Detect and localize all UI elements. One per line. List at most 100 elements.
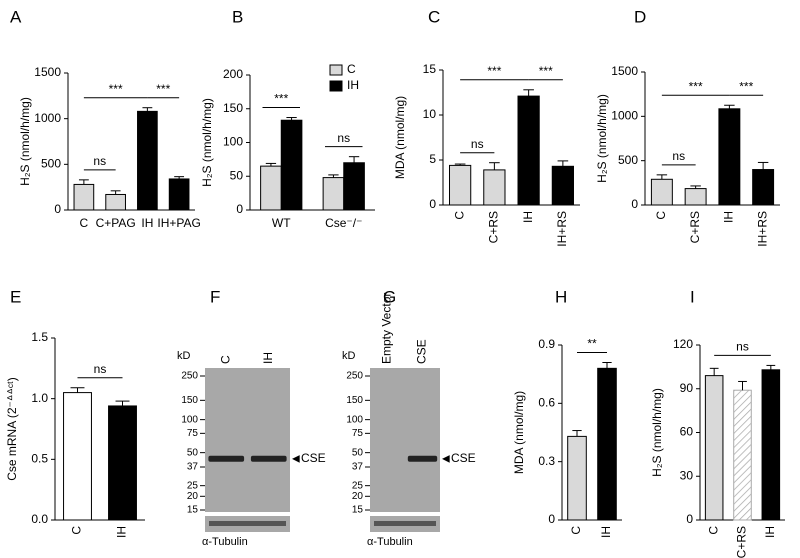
bar — [343, 162, 365, 211]
x-tick-label: C+RS — [487, 211, 501, 243]
x-tick-label: C+RS — [735, 526, 749, 558]
marker-label: 50 — [187, 447, 199, 458]
panel-letter: I — [690, 287, 695, 306]
lane-label: IH — [261, 352, 275, 364]
panel-letter: A — [10, 7, 22, 26]
y-tick-label: 1000 — [611, 109, 638, 123]
significance-label: *** — [539, 64, 553, 78]
x-tick-label: C — [654, 211, 668, 220]
x-tick-label: C — [706, 526, 720, 535]
protein-band — [250, 455, 287, 462]
panel-letter: C — [428, 7, 440, 26]
y-axis-label: Cse mRNA (2⁻ᐞᐞᶜᵗ) — [5, 377, 19, 481]
x-tick-label: IH+RS — [755, 211, 769, 247]
blot — [370, 368, 440, 512]
marker-label: 15 — [352, 505, 364, 516]
marker-label: 75 — [187, 428, 199, 439]
tubulin-band — [209, 521, 286, 526]
y-tick-label: 0.5 — [31, 452, 48, 466]
y-tick-label: 150 — [223, 101, 243, 115]
y-tick-label: 0 — [54, 202, 61, 216]
y-tick-label: 0.9 — [538, 337, 555, 351]
bar — [718, 108, 741, 206]
bar — [597, 367, 617, 521]
marker-label: 37 — [187, 462, 199, 473]
marker-label: 25 — [352, 480, 364, 491]
marker-label: 250 — [346, 371, 363, 382]
protein-band — [208, 455, 245, 462]
bar — [105, 193, 126, 211]
unit-label: kD — [177, 350, 191, 362]
x-tick-label: IH — [521, 211, 535, 223]
x-tick-label: IH+RS — [555, 211, 569, 247]
bar — [260, 165, 282, 211]
y-axis-label: H₂S (nmol/h/mg) — [650, 388, 664, 477]
lane-label: CSE — [415, 339, 429, 364]
y-tick-label: 0 — [429, 197, 436, 211]
band-arrow: ◀ — [292, 453, 300, 464]
lane-label: Empty Vector — [380, 293, 394, 364]
significance-label: ns — [471, 137, 484, 151]
marker-label: 150 — [346, 395, 363, 406]
x-tick-label: C — [452, 211, 466, 220]
bar — [761, 369, 781, 521]
legend-swatch — [329, 80, 343, 92]
x-tick-label: IH — [599, 526, 613, 538]
marker-label: 250 — [181, 371, 198, 382]
bar — [168, 178, 190, 211]
tubulin-band — [374, 521, 436, 526]
y-tick-label: 500 — [41, 157, 61, 171]
x-tick-label: C — [80, 216, 89, 230]
x-tick-label: WT — [272, 216, 291, 230]
blot — [205, 368, 290, 512]
bar — [322, 177, 345, 211]
significance-label: ns — [93, 154, 106, 168]
y-axis-label: MDA (nmol/mg) — [393, 96, 407, 179]
y-tick-label: 90 — [680, 381, 694, 395]
legend-label: C — [347, 62, 356, 76]
y-tick-label: 0.6 — [538, 396, 555, 410]
panel-letter: G — [383, 287, 396, 306]
marker-label: 50 — [352, 447, 364, 458]
bar — [63, 392, 92, 521]
y-tick-label: 60 — [680, 425, 694, 439]
band-label: CSE — [451, 451, 476, 465]
y-tick-label: 0 — [548, 512, 555, 526]
y-tick-label: 50 — [230, 168, 244, 182]
y-tick-label: 120 — [673, 337, 693, 351]
y-tick-label: 500 — [618, 153, 638, 167]
y-tick-label: 0.3 — [538, 454, 555, 468]
significance-label: *** — [109, 82, 123, 96]
y-tick-label: 100 — [223, 135, 243, 149]
y-tick-label: 15 — [423, 62, 437, 76]
y-tick-label: 0.0 — [31, 512, 48, 526]
protein-band — [407, 455, 438, 462]
significance-label: ** — [587, 337, 597, 351]
x-tick-label: IH — [763, 526, 777, 538]
significance-label: *** — [274, 92, 288, 106]
y-tick-label: 1.5 — [31, 330, 48, 344]
x-tick-label: IH — [115, 526, 129, 538]
x-tick-label: C+PAG — [96, 216, 136, 230]
y-tick-label: 5 — [429, 152, 436, 166]
significance-label: *** — [156, 82, 170, 96]
y-tick-label: 0 — [236, 202, 243, 216]
significance-label: *** — [487, 64, 501, 78]
x-tick-label: IH+PAG — [157, 216, 200, 230]
bar — [137, 110, 158, 211]
marker-label: 15 — [187, 505, 199, 516]
band-label: CSE — [301, 451, 326, 465]
significance-label: ns — [94, 362, 107, 376]
loading-label: α-Tubulin — [367, 536, 413, 548]
y-tick-label: 1500 — [34, 65, 61, 79]
marker-label: 100 — [181, 414, 198, 425]
y-tick-label: 30 — [680, 468, 694, 482]
panel-letter: D — [634, 7, 646, 26]
marker-label: 20 — [187, 491, 199, 502]
bar — [704, 375, 724, 521]
panel-letter: B — [232, 7, 243, 26]
significance-label: *** — [689, 79, 703, 93]
bar — [684, 188, 707, 206]
y-tick-label: 0 — [631, 197, 638, 211]
